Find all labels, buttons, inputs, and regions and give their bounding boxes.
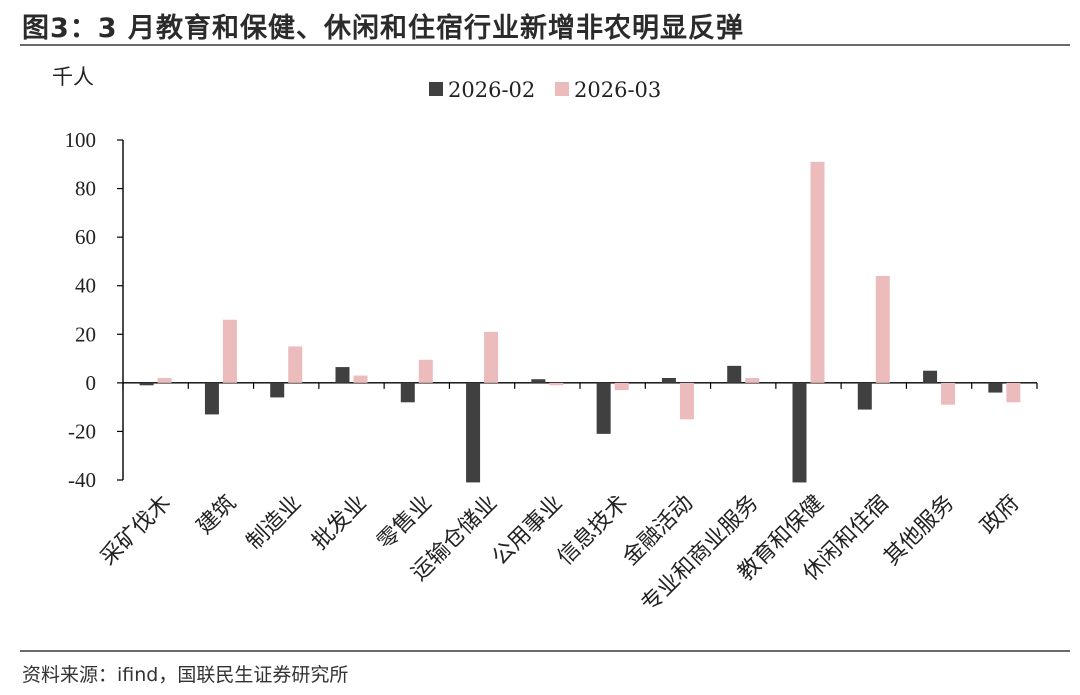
- x-tick-label: 公用事业: [488, 491, 568, 571]
- bar-series-2: [157, 378, 172, 383]
- bar-series-2: [745, 378, 760, 383]
- bar-series-1: [139, 382, 154, 386]
- y-axis-unit-label: 千人: [52, 65, 94, 89]
- bar-series-2: [549, 382, 564, 386]
- x-tick-label: 制造业: [242, 491, 306, 555]
- bar-series-2: [222, 319, 237, 383]
- x-axis-labels: 采矿伐木 建筑 制造业 批发业 零售业运输仓储业公用事业信息技术金融活动专业和商业服务教…: [96, 491, 1025, 618]
- source-note: 资料来源：ifind，国联民生证券研究所: [22, 664, 349, 686]
- chart-title: 图3：3 月教育和保健、休闲和住宿行业新增非农明显反弹: [22, 13, 744, 44]
- bar-series-1: [400, 382, 415, 403]
- x-tick-label: 零售业: [373, 491, 437, 555]
- bar-series-1: [466, 382, 481, 483]
- x-tick-label: 信息技术: [553, 491, 633, 571]
- bar-series-1: [727, 365, 742, 383]
- footer-divider: [20, 650, 1070, 652]
- bar-series-2: [288, 346, 303, 383]
- legend-swatch-series-1: [429, 82, 443, 96]
- y-tick-label: 40: [75, 274, 96, 298]
- bar-series-1: [792, 382, 807, 483]
- x-tick-label: 专业和商业服务: [637, 491, 764, 618]
- x-tick-label: 其他服务: [879, 491, 959, 571]
- bars: [139, 161, 1021, 483]
- legend-label-series-1: 2026-02: [448, 78, 535, 102]
- x-tick-label: 批发业: [307, 491, 371, 555]
- bar-series-2: [484, 331, 499, 383]
- axes: 100 80 60 40 20 0 -20 -40: [65, 128, 1038, 492]
- bar-series-2: [941, 382, 956, 405]
- legend-label-series-2: 2026-03: [574, 78, 661, 102]
- bar-chart: 千人 2026-02 2026-03 100 80 60 40 20 0 -20 -40 采矿…: [52, 65, 1038, 618]
- legend-swatch-series-2: [555, 82, 569, 96]
- x-tick-label: 建筑: [192, 491, 241, 540]
- bar-series-2: [1006, 382, 1021, 403]
- bar-series-2: [614, 382, 629, 391]
- y-tick-label: 60: [75, 225, 96, 249]
- y-tick-label: 100: [65, 128, 97, 152]
- bar-series-1: [270, 382, 285, 398]
- bar-series-1: [923, 370, 938, 383]
- bar-series-2: [810, 161, 825, 383]
- bar-series-1: [335, 367, 350, 383]
- x-tick-label: 政府: [976, 491, 1025, 540]
- legend: 2026-02 2026-03: [429, 78, 661, 102]
- title-divider: [20, 44, 1070, 46]
- y-tick-label: 80: [75, 177, 96, 201]
- x-tick-label: 采矿伐木: [96, 491, 176, 571]
- bar-series-1: [988, 382, 1003, 393]
- bar-series-2: [353, 375, 368, 383]
- bar-series-1: [857, 382, 872, 410]
- y-tick-label: -20: [68, 419, 96, 443]
- bar-series-2: [679, 382, 694, 420]
- bar-series-2: [418, 359, 433, 383]
- y-tick-label: 20: [75, 322, 96, 346]
- bar-series-1: [596, 382, 611, 434]
- bar-series-1: [531, 379, 546, 383]
- bar-series-1: [661, 378, 676, 383]
- y-tick-label: 0: [86, 371, 97, 395]
- y-tick-label: -40: [68, 468, 96, 492]
- bar-series-2: [875, 276, 890, 383]
- bar-series-1: [204, 382, 219, 415]
